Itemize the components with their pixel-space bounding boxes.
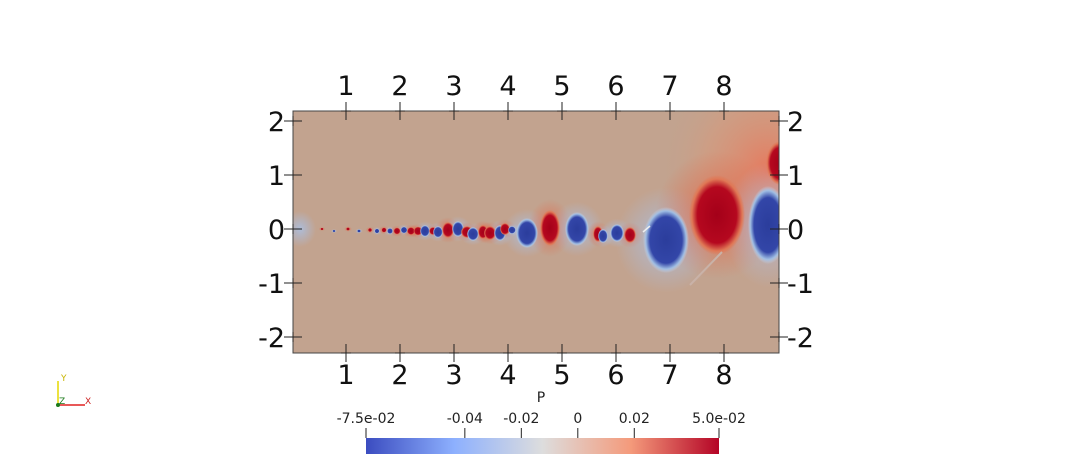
z-axis-origin [56,403,60,407]
high-pressure-vortex [540,210,560,246]
colorbar-tick-label: -7.5e-02 [337,411,396,427]
y-tick-label-right: 2 [787,107,804,138]
colorbar-tick-label: -0.04 [447,411,483,427]
high-pressure-vortex [407,227,415,235]
high-pressure-vortex [413,226,423,236]
low-pressure-vortex [357,229,361,233]
y-tick-label-right: -1 [787,269,814,300]
low-pressure-vortex [643,207,689,273]
x-tick-label-top: 8 [715,71,732,102]
high-pressure-vortex [484,226,496,240]
colorbar-title: P [537,390,545,406]
y-tick-label-left: 0 [268,215,285,246]
low-pressure-vortex [516,218,538,248]
low-pressure-vortex [467,227,479,241]
low-pressure-vortex [332,229,336,233]
low-pressure-vortex [400,226,408,234]
x-tick-label-bottom: 2 [391,360,408,391]
inlet-low-pressure [293,211,316,247]
z-axis-letter: Z [59,397,65,407]
x-tick-label-top: 7 [661,71,678,102]
low-pressure-vortex [565,212,589,246]
y-axis-letter: Y [60,374,67,384]
orientation-axes-widget[interactable]: Y X Z [56,374,91,407]
low-pressure-vortex [610,224,624,242]
colorbar-tick-label: 0.02 [619,411,650,427]
y-tick-label-right: 0 [787,215,804,246]
colorbar-tick-label: 5.0e-02 [692,411,746,427]
high-pressure-vortex [500,223,510,235]
high-pressure-vortex [689,175,745,255]
colorbar-gradient [366,438,719,454]
x-axis-letter: X [85,397,91,407]
x-tick-label-bottom: 6 [607,360,624,391]
low-pressure-vortex [433,226,443,238]
colorbar-tick-label: -0.02 [503,411,539,427]
low-pressure-vortex [598,229,608,243]
low-pressure-vortex [420,225,430,237]
x-tick-label-bottom: 1 [337,360,354,391]
x-tick-label-top: 5 [553,71,570,102]
x-tick-label-top: 1 [337,71,354,102]
x-tick-label-bottom: 4 [499,360,516,391]
low-pressure-vortex [374,228,380,234]
low-pressure-vortex [452,221,464,237]
y-tick-label-right: -2 [787,323,814,354]
shear-strand [689,251,723,286]
x-tick-label-top: 2 [391,71,408,102]
high-pressure-vortex [766,141,779,185]
x-tick-label-bottom: 3 [445,360,462,391]
x-tick-label-bottom: 7 [661,360,678,391]
vortex-street [318,141,779,293]
x-tick-label-top: 3 [445,71,462,102]
y-tick-label-left: 2 [268,107,285,138]
high-pressure-vortex [393,227,401,235]
low-pressure-vortex [748,186,779,264]
y-tick-label-left: -2 [258,323,285,354]
x-tick-label-bottom: 5 [553,360,570,391]
colorbar-legend[interactable]: P -7.5e-02 -0.04 -0.02 0 0.02 5.0e-02 [337,390,746,454]
high-pressure-vortex [320,227,324,231]
low-pressure-vortex [508,226,516,234]
y-tick-label-left: 1 [268,161,285,192]
low-pressure-vortex [387,228,393,234]
y-tick-label-left: -1 [258,269,285,300]
x-tick-label-top: 6 [607,71,624,102]
high-pressure-vortex [346,227,350,231]
colorbar-ticks: -7.5e-02 -0.04 -0.02 0 0.02 5.0e-02 [337,411,746,438]
x-tick-label-top: 4 [499,71,516,102]
pressure-field-plot[interactable] [284,111,812,353]
high-pressure-vortex [381,227,387,233]
axes-grid: 1 1 2 2 3 3 4 4 5 5 6 6 7 7 8 8 2 2 1 1 0 0 -1 -1 -2 -2 [258,71,814,391]
shear-strand [642,225,651,233]
colorbar-tick-label: 0 [573,411,582,427]
high-pressure-vortex [624,227,636,243]
high-pressure-vortex [442,222,454,238]
x-tick-label-bottom: 8 [715,360,732,391]
y-tick-label-right: 1 [787,161,804,192]
high-pressure-vortex [368,228,372,232]
